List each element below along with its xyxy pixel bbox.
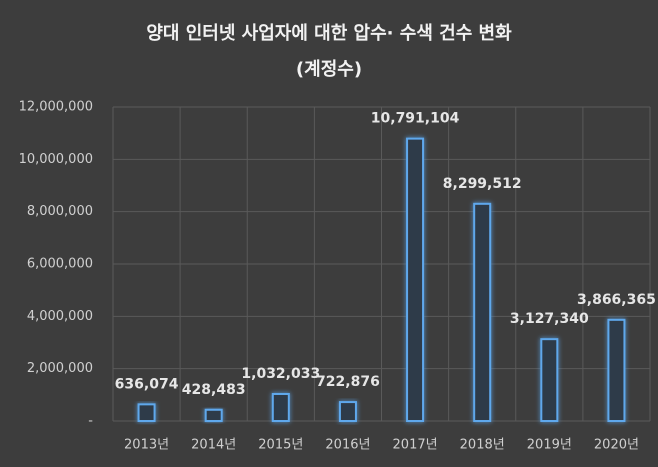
data-label: 1,032,033: [241, 366, 320, 382]
x-tick-label: 2019년: [527, 438, 572, 453]
y-tick-label: 2,000,000: [27, 361, 93, 376]
data-label: 428,483: [182, 382, 246, 398]
bar: [473, 202, 492, 422]
y-tick-label: 4,000,000: [27, 309, 93, 324]
chart-subtitle: (계정수): [296, 59, 362, 80]
data-label: 722,876: [316, 374, 380, 390]
x-tick-label: 2013년: [124, 438, 169, 453]
x-tick-label: 2014년: [191, 438, 236, 453]
data-label: 3,866,365: [577, 292, 656, 308]
y-tick-label: 10,000,000: [19, 152, 93, 167]
bar: [607, 318, 626, 422]
y-tick-label: 8,000,000: [27, 204, 93, 219]
x-tick-label: 2018년: [460, 438, 505, 453]
chart-title: 양대 인터넷 사업자에 대한 압수· 수색 건수 변화: [146, 23, 512, 44]
x-tick-label: 2016년: [325, 438, 370, 453]
x-tick-label: 2017년: [393, 438, 438, 453]
y-tick-label: 6,000,000: [27, 257, 93, 272]
data-label: 10,791,104: [371, 111, 460, 127]
y-tick-label: 12,000,000: [19, 100, 93, 115]
y-tick-label: -: [88, 414, 93, 429]
bar: [271, 392, 290, 423]
data-label: 636,074: [115, 376, 179, 392]
data-label: 3,127,340: [510, 311, 589, 327]
x-tick-label: 2020년: [594, 438, 639, 453]
bar: [406, 137, 425, 422]
data-label: 8,299,512: [443, 176, 522, 192]
x-tick-label: 2015년: [258, 438, 303, 453]
bar: [204, 408, 223, 422]
bar: [137, 403, 156, 422]
bar: [338, 401, 357, 423]
bar: [540, 338, 559, 422]
